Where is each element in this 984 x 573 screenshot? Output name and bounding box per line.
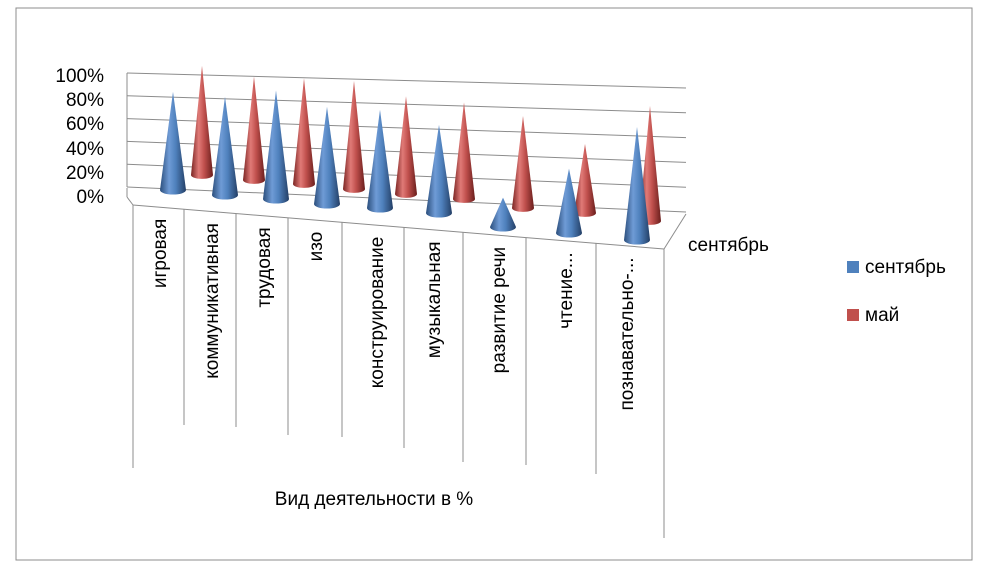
cone-may-7-body [574,144,596,217]
cone-sentyabr-4-body [367,109,393,213]
cone-sentyabr-8 [624,127,650,245]
cone-may-3 [343,80,365,193]
cone-sentyabr-2 [263,90,289,204]
cone-sentyabr-5 [426,124,452,218]
cone-may-7 [574,144,596,217]
cone-may-2 [293,78,315,188]
axes [126,188,687,538]
category-label: развитие речи [489,247,510,374]
cone-sentyabr-1 [212,96,238,200]
category-label: изо [306,232,327,262]
chart-border [15,7,973,561]
category-label: коммуникативная [202,223,223,379]
cones [160,65,661,245]
legend-swatch-sentyabr [847,261,859,273]
y-tick-label: 80% [66,90,104,111]
cone-sentyabr-0 [160,91,186,195]
cone-may-1 [243,76,265,184]
x-axis-title: Вид деятельности в % [275,489,474,510]
cone-sentyabr-3 [314,106,340,209]
cone-may-6-body [512,116,534,212]
cone-sentyabr-1-body [212,96,238,200]
floor-left-edge [126,196,134,206]
y-tick-label: 40% [66,139,104,160]
gridline [126,72,687,89]
cone-sentyabr-2-body [263,90,289,204]
cone-may-1-body [243,76,265,184]
category-label: чтение... [556,252,577,328]
legend-label-may: май [865,305,899,326]
y-tick-label: 0% [77,187,105,208]
y-tick-label: 60% [66,114,104,135]
category-label: конструирование [367,237,388,389]
legend-swatch-may [847,309,859,321]
y-axis-tick-labels: 0% 20% 40% 60% 80% 100% [55,66,104,208]
cone-may-5-body [453,102,475,203]
category-label: игровая [150,219,171,288]
cone-may-0-body [191,65,213,179]
cone-sentyabr-8-body [624,127,650,245]
cone-may-5 [453,102,475,203]
category-labels: игровая коммуникативная трудовая изо констру… [150,219,638,411]
cone-may-6 [512,116,534,212]
legend: сентябрь май [847,257,946,326]
cone-sentyabr-7-body [556,168,582,238]
depth-axis-line [663,213,687,250]
legend-label-sentyabr: сентябрь [865,257,946,278]
cone-sentyabr-7 [556,168,582,238]
cone-sentyabr-6-body [490,197,517,232]
cone-may-4-body [395,96,417,198]
x-axis-line [132,204,665,250]
cone-may-3-body [343,80,365,193]
cone-sentyabr-4 [367,109,393,213]
category-label: познавательно-... [617,257,638,410]
cone-sentyabr-5-body [426,124,452,218]
cone-sentyabr-0-body [160,91,186,195]
category-label: трудовая [254,227,275,307]
y-tick-label: 20% [66,163,104,184]
cone-may-0 [191,65,213,179]
category-label: музыкальная [424,241,445,358]
cone-may-4 [395,96,417,198]
depth-axis-label: сентябрь [688,235,769,256]
cone-may-2-body [293,78,315,188]
cone-sentyabr-6 [490,197,517,232]
y-tick-label: 100% [55,66,104,87]
cone-sentyabr-3-body [314,106,340,209]
